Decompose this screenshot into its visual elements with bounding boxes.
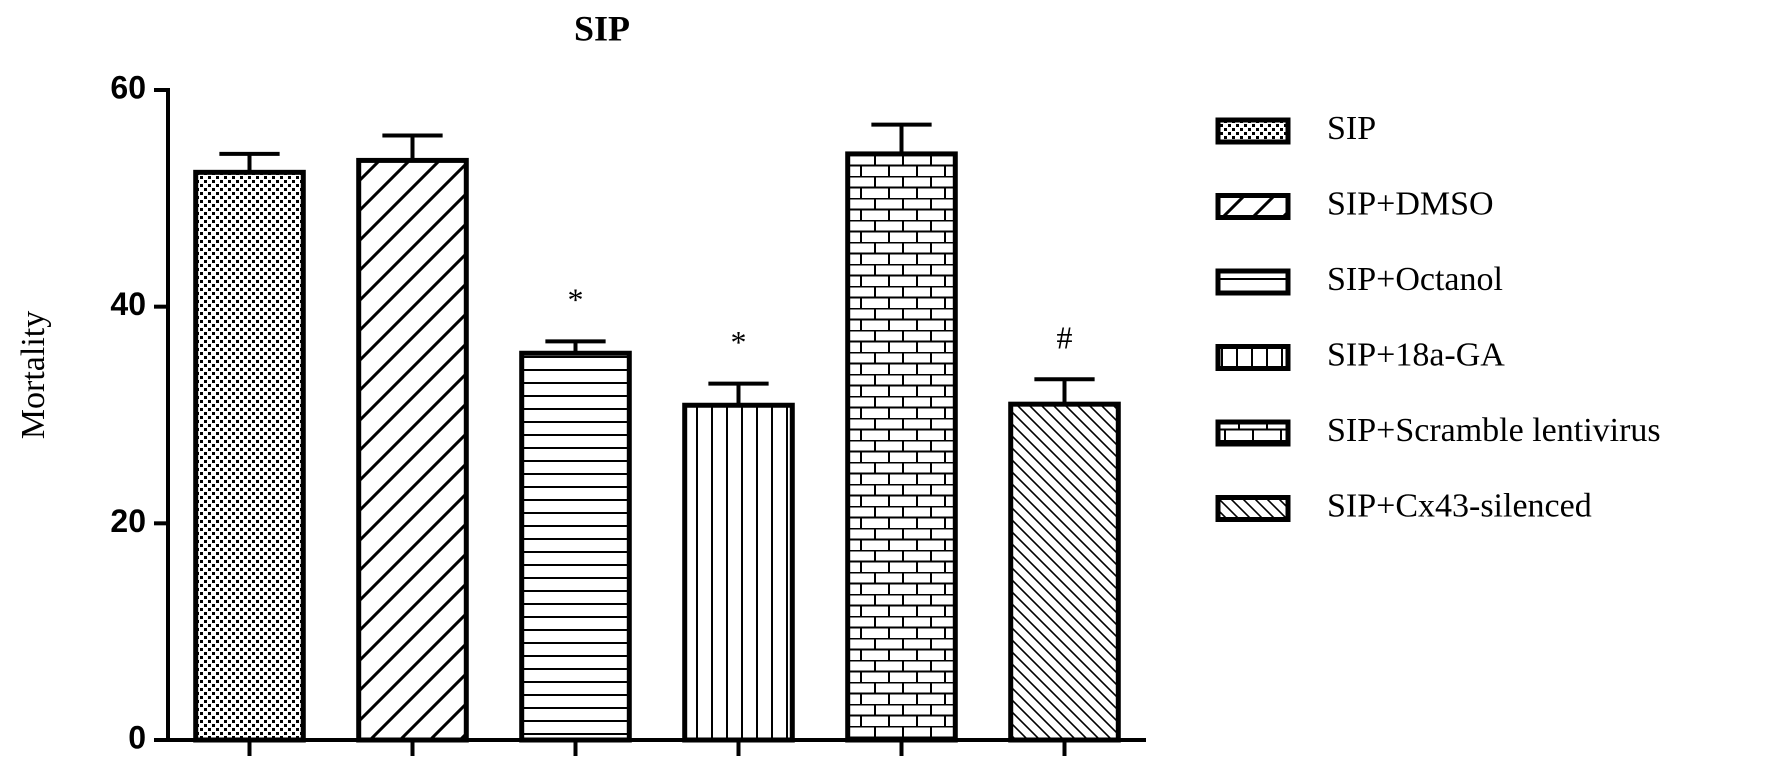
legend-swatch xyxy=(1215,344,1291,371)
y-axis-label: Mortality xyxy=(15,311,52,439)
legend-label: SIP+Scramble lentivirus xyxy=(1327,412,1661,449)
y-tick-label: 60 xyxy=(110,69,146,105)
legend-swatch xyxy=(1215,117,1291,145)
legend-label: SIP+Cx43-silenced xyxy=(1327,487,1592,524)
legend-label: SIP xyxy=(1327,110,1376,147)
y-tick-label: 0 xyxy=(128,719,146,755)
annotation: * xyxy=(731,324,747,360)
legend-swatch xyxy=(1215,193,1291,220)
bar xyxy=(356,157,469,743)
legend-label: SIP+DMSO xyxy=(1327,185,1494,222)
bar xyxy=(519,350,632,743)
legend-swatch xyxy=(1215,495,1291,522)
annotation: # xyxy=(1057,320,1073,356)
chart-title: SIP xyxy=(574,8,630,48)
legend-label: SIP+Octanol xyxy=(1327,261,1503,298)
legend-swatch xyxy=(1215,268,1291,296)
y-tick-label: 40 xyxy=(110,286,146,322)
bar xyxy=(193,169,306,743)
y-tick-label: 20 xyxy=(110,503,146,539)
legend-swatch xyxy=(1215,419,1291,447)
bar xyxy=(845,151,958,743)
legend-label: SIP+18a-GA xyxy=(1327,336,1505,373)
bar xyxy=(1008,401,1121,743)
annotation: * xyxy=(568,282,584,318)
bar xyxy=(682,402,795,743)
